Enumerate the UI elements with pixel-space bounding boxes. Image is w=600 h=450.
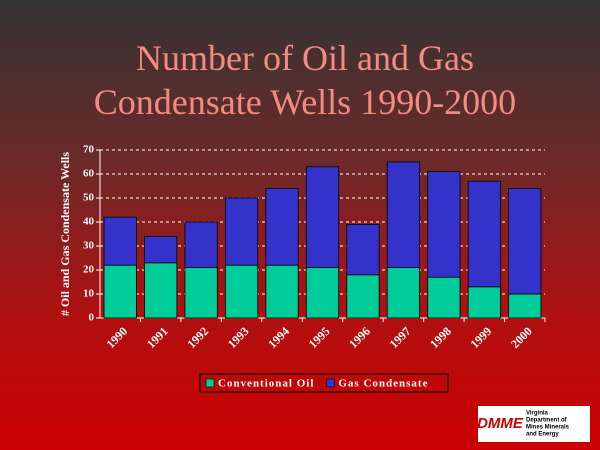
y-tick-label: 0 (89, 312, 95, 324)
logo-mark: DMME (477, 415, 524, 432)
bar-segment (265, 187, 299, 266)
x-tick-label: 1993 (225, 324, 252, 351)
logo: DMME Virginia Department of Mines Minera… (477, 406, 590, 442)
legend-swatch (326, 378, 335, 388)
y-tick-label: 60 (83, 168, 95, 180)
logo-line: Department of (526, 418, 568, 424)
bar-segment (427, 276, 461, 319)
y-tick-label: 20 (83, 264, 95, 276)
chart-title: Number of Oil and Gas Condensate Wells 1… (93, 38, 517, 122)
x-tick-label: 1992 (184, 324, 211, 351)
x-tick-label: 1999 (468, 324, 495, 351)
bar-segment (346, 223, 380, 276)
x-tick-label: 1995 (306, 324, 333, 351)
logo-line: Virginia (526, 411, 549, 417)
y-axis-label: # Oil and Gas Condensate Wells (58, 152, 72, 316)
bar-segment (103, 216, 137, 266)
logo-line: and Energy (526, 432, 559, 438)
bar-segment (508, 293, 542, 319)
bar-segment (144, 262, 178, 319)
bar-segment (225, 264, 259, 319)
legend: Conventional Oil Gas Condensate (199, 373, 449, 393)
x-tick-label: 1991 (144, 324, 171, 351)
legend-box (199, 373, 449, 393)
bar-segment (427, 171, 461, 278)
x-tick-label: 1997 (387, 324, 414, 351)
bar-segment (467, 286, 501, 319)
logo-line: Mines Minerals (526, 425, 570, 431)
legend-swatch (205, 378, 215, 388)
y-tick-label: 10 (83, 288, 95, 300)
bar-segment (346, 274, 380, 319)
x-tick-label: 2000 (508, 324, 535, 351)
legend-label: Gas Condensate (338, 378, 428, 390)
x-tick-label: 1998 (427, 324, 454, 351)
y-tick-label: 50 (83, 192, 95, 204)
logo-box (478, 406, 590, 442)
x-tick-label: 1990 (103, 324, 130, 351)
bar-segment (467, 180, 501, 288)
bar-segment (508, 187, 542, 295)
bar-segment (225, 197, 259, 266)
y-tick-label: 70 (83, 144, 95, 156)
x-tick-label: 1996 (346, 324, 373, 351)
bar-segment (305, 166, 340, 269)
bar-segment (265, 264, 299, 319)
legend-label: Conventional Oil (218, 378, 314, 390)
bar-segment (305, 267, 340, 319)
x-tick-label: 1994 (265, 324, 292, 351)
bar-segment (184, 221, 218, 268)
bar-segment (184, 267, 218, 319)
y-tick-label: 40 (83, 216, 95, 228)
bar-segment (386, 161, 420, 268)
y-tick-label: 30 (83, 240, 95, 252)
bar-segment (103, 264, 137, 319)
bar-segment (144, 235, 178, 264)
bar-segment (386, 267, 420, 319)
